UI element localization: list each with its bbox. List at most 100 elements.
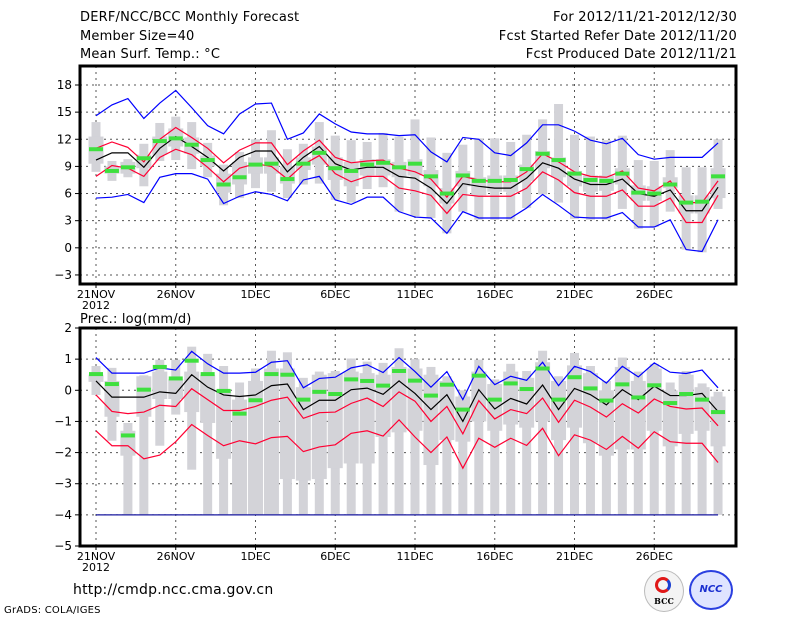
observed-marker <box>535 366 550 371</box>
x-tick-label: 26NOV <box>157 550 196 563</box>
box-bar <box>295 387 311 481</box>
observed-marker <box>120 433 135 438</box>
precipitation-panel: 2 1 0 −1 −2 −3 −4 −5 21NOV 26NOV 1DEC 6DEC 11DEC 16DE… <box>54 321 738 574</box>
whisker-bar <box>665 382 675 515</box>
observed-marker <box>136 156 151 161</box>
observed-marker <box>328 166 343 171</box>
x-tick-label: 11DEC <box>396 288 433 301</box>
observed-marker <box>360 162 375 167</box>
observed-marker <box>89 147 103 152</box>
observed-marker <box>280 177 295 182</box>
observed-marker <box>200 158 215 163</box>
bcc-logo: BCC <box>644 570 684 612</box>
box-bar <box>184 371 200 413</box>
lower-line <box>95 419 719 470</box>
x-year-label: 2012 <box>82 299 110 312</box>
observed-marker <box>376 160 391 165</box>
y-tick-label: 1 <box>64 352 72 366</box>
box-bar <box>423 374 439 466</box>
box-bar <box>359 373 375 464</box>
whisker-bar <box>554 376 564 515</box>
box-bar <box>614 366 630 450</box>
forecast-period: For 2012/11/21-2012/12/30 <box>553 10 737 25</box>
observed-marker <box>503 177 518 182</box>
observed-marker <box>344 377 359 382</box>
y-tick-label: 18 <box>57 78 72 92</box>
y-tick-label: 0 <box>64 241 72 255</box>
whisker-bar <box>570 352 579 515</box>
observed-marker <box>184 358 199 363</box>
box-bar <box>168 379 184 400</box>
y-tick-label: −4 <box>54 508 72 522</box>
box-bar <box>551 157 567 178</box>
box-bar <box>407 159 423 176</box>
whisker-bar <box>203 353 213 515</box>
member-size: Member Size=40 <box>80 29 195 44</box>
x-year-label: 2012 <box>82 561 110 574</box>
x-tick-label: 16DEC <box>476 550 513 563</box>
observed-marker <box>392 165 407 170</box>
observed-marker <box>216 388 231 393</box>
observed-marker <box>695 397 710 402</box>
observed-marker <box>152 139 167 144</box>
box-bar <box>327 373 343 469</box>
observed-marker <box>280 372 295 377</box>
forecast-produced-date: Fcst Produced Date 2012/11/21 <box>525 47 737 62</box>
box-bar <box>487 384 503 431</box>
observed-marker <box>535 151 550 156</box>
observed-marker <box>519 167 534 172</box>
y-tick-label: −1 <box>54 414 72 428</box>
box-bar <box>598 390 614 456</box>
whisker-bar <box>155 359 165 446</box>
observed-marker <box>567 375 582 380</box>
max-line <box>95 350 719 401</box>
observed-marker <box>264 161 279 166</box>
ensemble-mean-line <box>95 135 719 212</box>
y-tick-label: 9 <box>64 159 72 173</box>
temperature-panel: 18 15 12 9 6 3 0 −3 21NOV 26NOV 1DEC 6DEC 11DEC 16DEC… <box>54 64 738 312</box>
x-tick-label: 21DEC <box>556 288 593 301</box>
observed-marker <box>152 364 167 369</box>
box-bar <box>263 368 279 515</box>
box-bar <box>439 380 455 441</box>
box-bar <box>582 175 598 192</box>
box-bar <box>200 374 216 423</box>
whisker-bar <box>538 350 548 515</box>
whisker-bar <box>697 383 707 515</box>
observed-marker <box>104 168 119 173</box>
observed-marker <box>695 199 710 204</box>
observed-marker <box>711 410 726 415</box>
y-tick-label: 2 <box>64 321 72 335</box>
source-url[interactable]: http://cmdp.ncc.cma.gov.cn <box>73 582 274 598</box>
box-bar <box>710 396 726 447</box>
whisker-bar <box>713 391 723 515</box>
box-bar <box>567 365 582 428</box>
y-tick-label: 6 <box>64 187 72 201</box>
observed-marker <box>487 178 502 183</box>
observed-marker <box>232 175 247 180</box>
box-bar <box>407 368 423 431</box>
observed-marker <box>264 372 279 377</box>
observed-marker <box>423 174 438 179</box>
whisker-bar <box>522 370 532 515</box>
whisker-bar <box>378 362 388 515</box>
y-tick-label: −3 <box>54 477 72 491</box>
box-bar <box>582 373 598 444</box>
box-bar <box>343 161 359 187</box>
whisker-bar <box>458 390 468 515</box>
observed-marker <box>631 395 646 400</box>
observed-marker <box>232 411 247 416</box>
chart-title: DERF/NCC/BCC Monthly Forecast <box>80 10 300 25</box>
box-bar <box>535 362 551 422</box>
observed-marker <box>711 174 726 179</box>
observed-marker <box>360 378 375 383</box>
observed-marker <box>376 383 391 388</box>
observed-marker <box>583 177 598 182</box>
observed-marker <box>296 161 311 166</box>
observed-marker <box>567 171 582 176</box>
observed-marker <box>200 372 215 377</box>
observed-marker <box>631 190 646 195</box>
observed-marker <box>471 373 486 378</box>
observed-marker <box>455 407 470 412</box>
